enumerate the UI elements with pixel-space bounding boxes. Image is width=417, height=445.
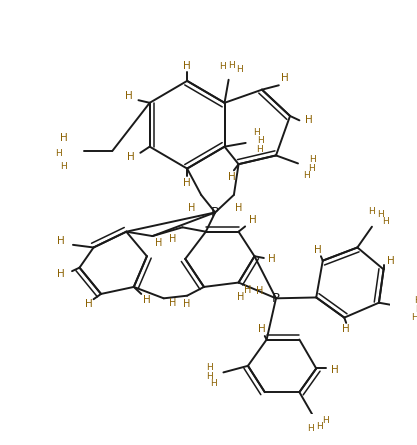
Text: H: H <box>57 269 65 279</box>
Text: H: H <box>411 313 417 322</box>
Text: H: H <box>228 61 234 70</box>
Text: H: H <box>316 422 323 432</box>
Text: H: H <box>219 62 226 71</box>
Text: H: H <box>309 155 316 164</box>
Text: H: H <box>183 61 191 71</box>
Text: H: H <box>235 203 242 213</box>
Text: H: H <box>369 207 375 216</box>
Text: H: H <box>169 234 177 244</box>
Text: H: H <box>415 305 417 314</box>
Text: H: H <box>414 296 417 305</box>
Text: H: H <box>387 255 395 266</box>
Text: H: H <box>228 172 236 182</box>
Text: H: H <box>305 115 313 125</box>
Text: H: H <box>322 416 329 425</box>
Text: H: H <box>331 365 339 375</box>
Text: H: H <box>60 162 67 171</box>
Text: P: P <box>272 292 280 305</box>
Text: H: H <box>314 245 322 255</box>
Text: H: H <box>253 128 259 137</box>
Text: H: H <box>257 136 264 145</box>
Text: H: H <box>258 324 266 334</box>
Text: H: H <box>125 91 133 101</box>
Text: H: H <box>183 299 191 309</box>
Text: P: P <box>211 206 219 219</box>
Text: H: H <box>127 152 135 162</box>
Text: H: H <box>256 286 264 296</box>
Text: H: H <box>211 379 217 388</box>
Text: H: H <box>169 298 177 307</box>
Text: H: H <box>183 178 191 189</box>
Text: H: H <box>55 149 61 158</box>
Text: H: H <box>206 363 213 372</box>
Text: H: H <box>269 254 276 264</box>
Text: H: H <box>256 145 262 154</box>
Text: H: H <box>236 65 242 74</box>
Text: H: H <box>85 299 93 309</box>
Text: H: H <box>60 133 68 143</box>
Text: H: H <box>249 215 256 225</box>
Text: H: H <box>57 236 65 247</box>
Text: H: H <box>307 425 314 433</box>
Text: H: H <box>206 372 213 381</box>
Text: H: H <box>377 210 384 219</box>
Text: H: H <box>188 203 196 213</box>
Text: H: H <box>237 292 244 303</box>
Text: H: H <box>281 73 289 83</box>
Text: H: H <box>309 164 315 173</box>
Text: H: H <box>342 324 350 334</box>
Text: H: H <box>156 238 163 248</box>
Text: H: H <box>303 171 310 180</box>
Text: H: H <box>244 284 251 295</box>
Text: H: H <box>382 217 389 226</box>
Text: H: H <box>143 295 151 305</box>
